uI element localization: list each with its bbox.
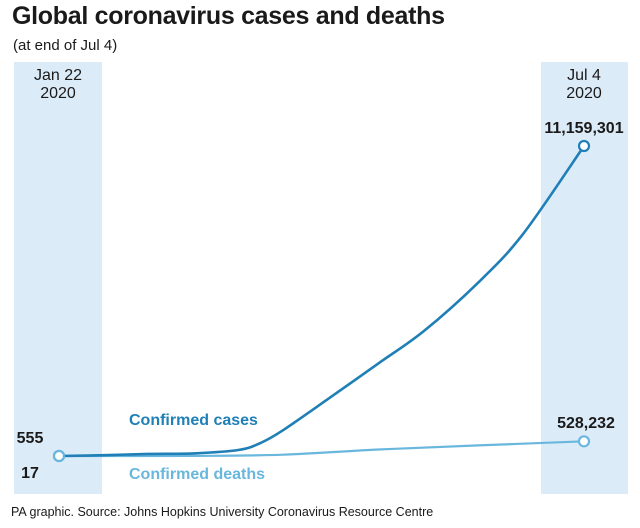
- deaths-series-line: [58, 440, 585, 458]
- deaths-series-label: Confirmed deaths: [129, 466, 265, 483]
- cases-series-line: [58, 145, 586, 458]
- end-date-band: [541, 62, 628, 494]
- deaths-end-point[interactable]: [577, 435, 591, 448]
- cases-start-value-label: 555: [17, 430, 44, 447]
- cases-end-value-label: 11,159,301: [544, 120, 623, 137]
- deaths-start-point[interactable]: [52, 449, 66, 463]
- chart-title: Global coronavirus cases and deaths: [12, 2, 445, 30]
- start-date-label-month: Jan 22: [34, 67, 82, 84]
- source-note: PA graphic. Source: Johns Hopkins Univer…: [11, 505, 434, 519]
- chart-subtitle: (at end of Jul 4): [13, 37, 118, 54]
- cases-series-label: Confirmed cases: [129, 412, 258, 429]
- start-date-label-year: 2020: [40, 85, 76, 102]
- end-date-label-month: Jul 4: [567, 67, 601, 84]
- deaths-start-value-label: 17: [21, 465, 39, 482]
- start-date-band: [14, 62, 102, 494]
- deaths-end-value-label: 528,232: [557, 415, 615, 432]
- cases-end-point[interactable]: [577, 139, 591, 153]
- end-date-label-year: 2020: [566, 85, 602, 102]
